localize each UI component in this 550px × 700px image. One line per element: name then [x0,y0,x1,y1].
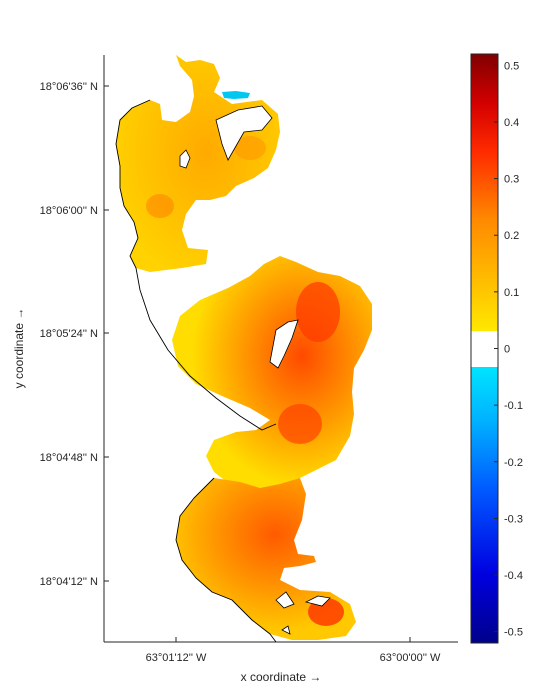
y-tick-label: 18°06'36'' N [40,81,98,93]
y-tick-label: 18°05'24'' N [40,328,98,340]
island-north-small [179,149,191,169]
island-south-a [275,591,295,609]
y-tick-label: 18°04'48'' N [40,452,98,464]
island-north [215,105,273,161]
colorbar-tick-label: -0.2 [504,457,523,469]
land-islands [179,105,331,635]
y-tick-label: 18°04'12'' N [40,576,98,588]
hotspot-4 [146,194,174,218]
hotspot-2 [278,404,322,444]
y-ticks: 18°06'36'' N 18°06'00'' N 18°05'24'' N 1… [40,81,109,588]
colorbar-zero-band [471,331,498,367]
field-north-lobe [116,55,280,272]
coastline-west [115,99,277,643]
colorbar-tick-label: -0.5 [504,627,523,639]
hotspot-1 [296,282,340,342]
colorbar-tick-label: -0.4 [504,570,523,582]
island-middle [269,319,299,369]
island-south-c [281,625,291,635]
colorbar-tick-label: 0.2 [504,230,519,242]
colorbar-positive [471,54,498,331]
x-tick-label: 63°00'00'' W [380,652,441,664]
colorbar-negative [471,367,498,643]
colorbar-tick-label: 0 [504,344,510,356]
colorbar-tick-label: 0.1 [504,287,519,299]
negative-patch [222,91,250,99]
colorbar: 0.5 0.4 0.3 0.2 0.1 0 -0.1 -0.2 -0.3 -0.4 -0.5 [470,53,523,644]
x-axis-label: x coordinate → [241,670,322,684]
y-axis-label: y coordinate → [12,308,26,389]
colorbar-tick-label: -0.1 [504,400,523,412]
colorbar-tick-label: -0.3 [504,513,523,525]
x-ticks: 63°01'12'' W 63°00'00'' W [146,637,441,664]
y-tick-label: 18°06'00'' N [40,205,98,217]
colorbar-tick-label: 0.4 [504,117,519,129]
x-tick-label: 63°01'12'' W [146,652,207,664]
colorbar-tick-label: 0.3 [504,174,519,186]
hotspot-5 [234,136,266,160]
colorbar-tick-label: 0.5 [504,60,519,72]
island-south-b [304,595,331,607]
colorbar-ticks: 0.5 0.4 0.3 0.2 0.1 0 -0.1 -0.2 -0.3 -0.4 -0.5 [494,60,523,639]
